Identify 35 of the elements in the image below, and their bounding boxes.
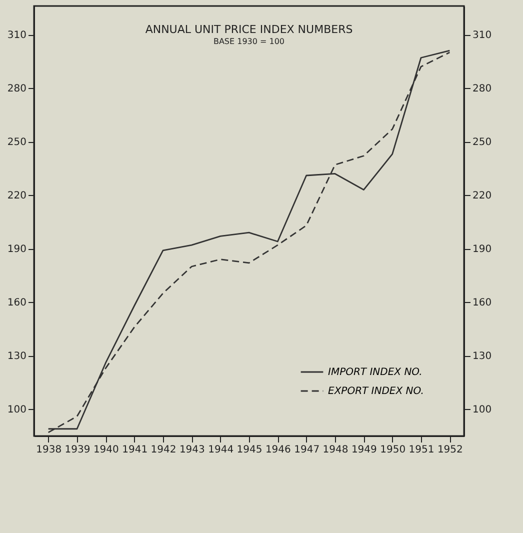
y2-tick-label: 250 [472, 137, 492, 148]
y2-tick-label: 280 [472, 84, 492, 95]
x-tick-label: 1951 [408, 444, 434, 456]
y-tick-label: 280 [7, 84, 26, 95]
text: BASE 1930 = 100 [213, 37, 285, 46]
y2-tick-label: 130 [472, 351, 492, 362]
legend-label: IMPORT INDEX NO. [328, 367, 422, 378]
x-tick-label: 1940 [93, 444, 119, 456]
x-tick-label: 1939 [64, 444, 90, 456]
x-tick-label: 1952 [437, 444, 463, 456]
x-tick-label: 1947 [294, 444, 320, 456]
y-tick-label: 310 [7, 30, 26, 42]
y-tick-label: 130 [7, 351, 26, 362]
y2-tick-label: 190 [472, 244, 492, 256]
text: ANNUAL UNIT PRICE INDEX NUMBERS [145, 23, 353, 36]
legend-label: EXPORT INDEX NO. [328, 386, 424, 397]
x-tick-label: 1944 [208, 444, 234, 456]
x-tick-label: 1945 [236, 444, 262, 456]
y-tick-label: 160 [7, 298, 26, 309]
x-tick-label: 1941 [122, 444, 148, 456]
y2-tick-label: 220 [472, 190, 492, 202]
x-tick-label: 1950 [380, 444, 406, 456]
x-tick-label: 1948 [322, 444, 348, 456]
y2-tick-label: 310 [472, 30, 492, 42]
y-tick-label: 220 [7, 190, 26, 202]
y2-tick-label: 160 [472, 298, 492, 309]
y-tick-label: 190 [7, 244, 26, 256]
x-tick-label: 1942 [150, 444, 176, 456]
y-tick-label: 250 [7, 137, 26, 148]
x-tick-label: 1949 [351, 444, 377, 456]
x-tick-label: 1943 [179, 444, 205, 456]
x-tick-label: 1938 [36, 444, 62, 456]
y2-tick-label: 100 [472, 404, 492, 416]
x-tick-label: 1946 [265, 444, 291, 456]
y-tick-label: 100 [7, 404, 26, 416]
